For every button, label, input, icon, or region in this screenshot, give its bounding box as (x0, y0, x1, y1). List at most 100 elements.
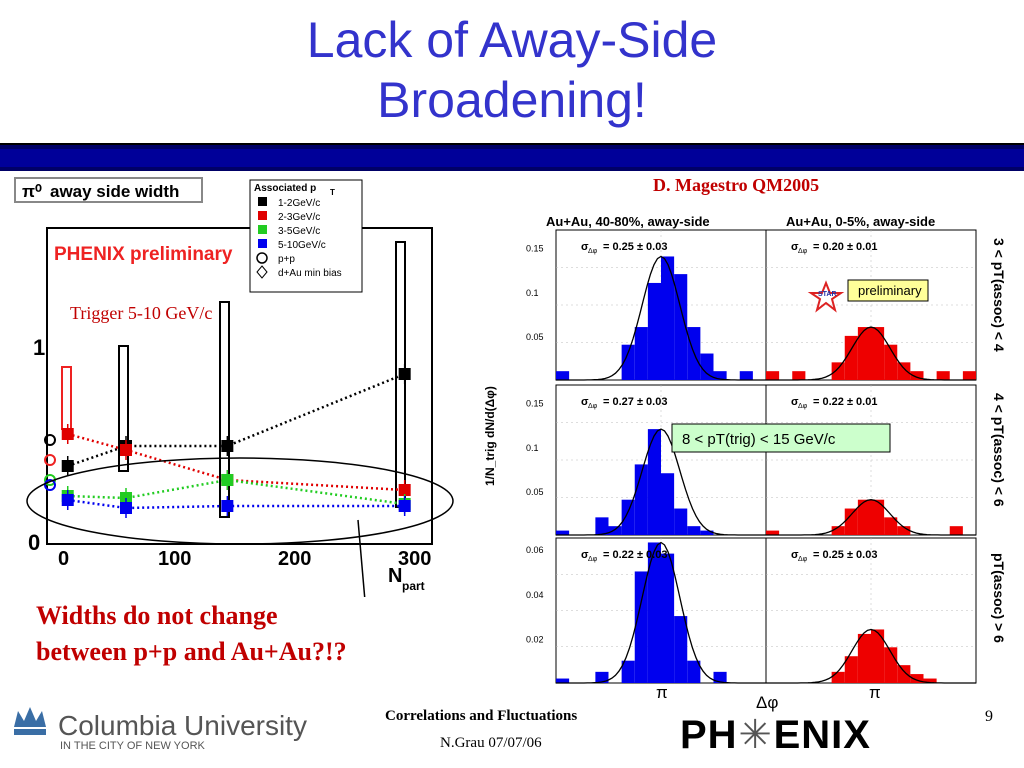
trigger-box-text: 8 < pT(trig) < 15 GeV/c (682, 431, 836, 448)
hist-bar-1-0 (766, 371, 780, 380)
right-plot: Au+Au, 40-80%, away-side Au+Au, 0-5%, aw… (483, 214, 1007, 712)
col-title-2: Au+Au, 0-5%, away-side (786, 214, 935, 229)
y-tick-0-1: 0.1 (526, 288, 539, 298)
hist-bar-0-5 (621, 344, 635, 380)
hist-bar-2-9 (674, 508, 688, 535)
star-logo-text: STAR (818, 291, 837, 298)
hist-bar-3-5 (831, 526, 845, 535)
legend-marker-0 (258, 197, 267, 206)
hist-bar-4-8 (661, 553, 675, 683)
gauss-fit-2 (556, 428, 766, 536)
preliminary-label: preliminary (858, 283, 922, 298)
right-ylabel-group: 1/N_trig dN/d(Δφ) (483, 386, 497, 486)
sigma-symbol-1: σ (791, 241, 799, 253)
hist-bar-1-15 (962, 371, 976, 380)
sigma-sub-3: Δφ (798, 403, 808, 410)
sys-box-60 (118, 345, 129, 472)
hist-bar-2-10 (687, 526, 701, 535)
sigma-value-0: = 0.25 ± 0.03 (603, 241, 667, 253)
left-point-3-3 (398, 500, 411, 512)
y-tick-1-0: 0.15 (526, 399, 544, 409)
sigma-value-1: = 0.20 ± 0.01 (813, 241, 877, 253)
right-xlabel: Δφ (756, 693, 778, 712)
sys-box-pp-red (61, 366, 72, 430)
hist-bar-4-0 (556, 678, 570, 683)
phenix-logo: PH✳ENIX (680, 712, 871, 758)
annotation-arrow (357, 519, 366, 597)
phenix-burst-icon: ✳ (738, 713, 773, 757)
sys-box-140 (219, 301, 230, 518)
y-tick-0-0: 0.15 (526, 244, 544, 254)
left-series-line-1 (67, 432, 405, 492)
hist-bar-3-6 (844, 508, 858, 535)
hist-bar-0-0 (556, 371, 570, 380)
y-tick-2-0: 0.06 (526, 545, 544, 555)
left-y-tick-1: 1 (33, 335, 45, 360)
columbia-crown-icon: Columbia University IN THE CITY OF NEW Y… (14, 707, 307, 752)
left-point-3-2 (221, 500, 234, 512)
left-point-1-1 (120, 444, 132, 456)
col-title-1: Au+Au, 40-80%, away-side (546, 214, 710, 229)
sigma-value-5: = 0.25 ± 0.03 (813, 549, 877, 561)
left-legend-box (249, 179, 363, 293)
legend-label-5: d+Au min bias (278, 268, 342, 279)
legend-label-0: 1-2GeV/c (278, 198, 320, 209)
hist-bar-2-8 (661, 473, 675, 535)
hist-bar-3-14 (949, 526, 963, 535)
legend-label-4: p+p (278, 254, 295, 265)
left-y-tick-0: 0 (28, 530, 40, 555)
sigma-sub-4: Δφ (588, 556, 598, 563)
legend-title-sub: T (330, 188, 335, 197)
row-label-3: pT(assoc) > 6 (991, 553, 1007, 643)
gauss-fit-5 (766, 628, 976, 684)
x-tick-pi-1: π (656, 683, 668, 702)
left-series-line-3 (67, 498, 405, 510)
hist-bar-4-7 (647, 542, 661, 683)
hist-bar-0-9 (674, 274, 688, 380)
hist-bar-3-8 (871, 499, 885, 535)
left-point-2-2 (221, 474, 234, 486)
hist-bar-2-6 (634, 464, 648, 535)
hist-bar-5-10 (897, 665, 911, 683)
footer-date: N.Grau 07/07/06 (440, 735, 542, 751)
hist-bar-4-9 (674, 616, 688, 683)
pp-marker-black (44, 434, 56, 446)
hist-bar-5-12 (923, 678, 937, 683)
row-label-1: 3 < pT(assoc) < 4 (991, 238, 1007, 352)
conclusion-line2: between p+p and Au+Au?!? (36, 637, 347, 666)
slide-title-line1: Lack of Away-Side (306, 12, 718, 68)
left-point-1-3 (398, 484, 411, 496)
x-tick-pi-2: π (869, 683, 881, 702)
trigger-label: Trigger 5-10 GeV/c (70, 303, 213, 323)
hist-bar-5-6 (844, 656, 858, 683)
hist-bar-4-6 (634, 571, 648, 683)
row-label-2: 4 < pT(assoc) < 6 (991, 393, 1007, 507)
left-x-tick-200: 200 (278, 548, 311, 570)
left-plot: π⁰ away side width 1 0 0 100 200 300 N p… (14, 177, 454, 597)
legend-label-2: 3-5GeV/c (278, 226, 320, 237)
hist-bar-4-5 (621, 660, 635, 683)
sigma-sub-5: Δφ (798, 556, 808, 563)
legend-label-1: 2-3GeV/c (278, 212, 320, 223)
legend-marker-3 (258, 239, 267, 248)
y-tick-1-1: 0.1 (526, 443, 539, 453)
gauss-fit-3 (766, 499, 976, 536)
legend-marker-5 (256, 265, 268, 279)
hist-bar-1-13 (936, 371, 950, 380)
left-plot-title-symbol: π⁰ (22, 182, 42, 201)
left-point-0-0 (61, 460, 74, 472)
gauss-fit-1 (766, 326, 976, 381)
hist-bar-2-4 (608, 526, 622, 535)
hist-bar-5-7 (857, 633, 871, 683)
legend-label-3: 5-10GeV/c (278, 240, 326, 251)
hist-bar-1-10 (897, 362, 911, 380)
phenix-preliminary-watermark: PHENIX preliminary (54, 244, 233, 265)
y-tick-2-1: 0.04 (526, 590, 544, 600)
hist-bar-0-8 (661, 256, 675, 380)
right-ylabel: 1/N_trig dN/d(Δφ) (483, 386, 497, 486)
slide-title-line2: Broadening! (377, 72, 647, 128)
phenix-logo-right: ENIX (773, 713, 871, 757)
sigma-value-4: = 0.22 ± 0.03 (603, 549, 667, 561)
sigma-symbol-0: σ (581, 241, 589, 253)
legend-title: Associated p (254, 183, 316, 194)
